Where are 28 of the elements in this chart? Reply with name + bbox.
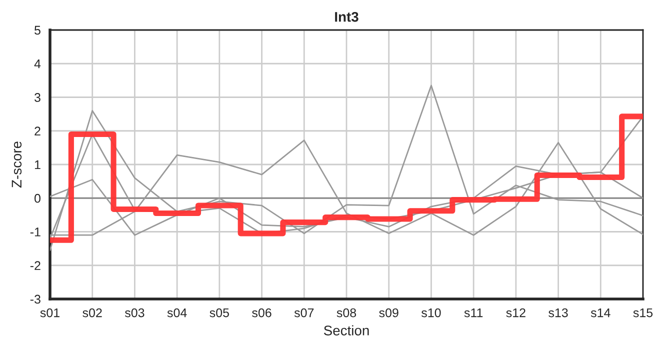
line-series: [50, 84, 643, 251]
y-tick-label: 0: [34, 194, 40, 203]
x-tick-label: s06: [252, 308, 272, 318]
x-tick-label: s03: [124, 308, 144, 318]
x-tick-label: s11: [464, 308, 483, 318]
x-tick-label: s07: [294, 308, 314, 318]
x-tick-label: s10: [421, 308, 441, 318]
x-tick-label: s05: [210, 308, 229, 318]
y-tick-label: -3: [30, 294, 40, 304]
x-tick-label: s14: [590, 308, 610, 318]
x-tick-label: s02: [82, 308, 102, 318]
y-tick-label: 5: [34, 26, 40, 35]
x-tick-label: s08: [336, 308, 356, 318]
y-tick-label: 2: [34, 126, 40, 136]
x-tick-label: s13: [548, 308, 568, 318]
x-axis-title: Section: [324, 325, 369, 336]
y-tick-label: -2: [30, 261, 40, 270]
x-tick-label: s01: [40, 308, 60, 318]
x-tick-label: s04: [167, 308, 187, 318]
x-tick-label: s12: [506, 308, 526, 318]
chart-title: Int3: [335, 12, 358, 22]
y-tick-label: 3: [34, 93, 40, 102]
y-tick-label: 4: [34, 60, 41, 68]
y-tick-label: -1: [30, 228, 40, 236]
y-axis-title: Z-score: [12, 142, 22, 188]
x-tick-label: s15: [633, 308, 653, 318]
x-tick-label: s09: [379, 308, 398, 318]
y-tick-label: 1: [34, 160, 40, 170]
